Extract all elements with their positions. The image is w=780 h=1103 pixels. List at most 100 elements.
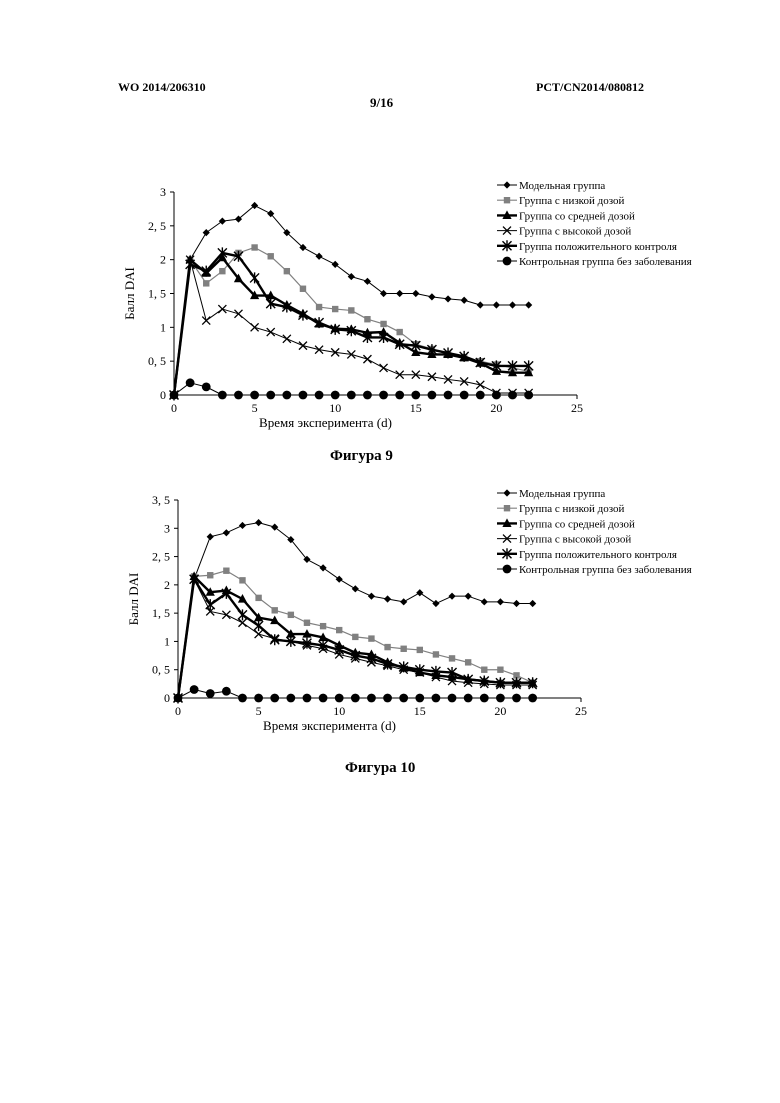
y-tick-label: 0 [160, 388, 166, 402]
patent-number: WO 2014/206310 [118, 80, 206, 95]
data-point [283, 335, 291, 343]
data-point [267, 328, 275, 336]
data-point [186, 378, 195, 387]
series-square [171, 244, 532, 398]
data-point [300, 286, 306, 292]
legend-label: Группа со средней дозой [519, 210, 635, 222]
data-point [222, 611, 230, 619]
series-line [174, 247, 529, 395]
data-point [336, 576, 343, 583]
data-point [270, 694, 279, 703]
legend-label: Контрольная группа без заболевания [519, 564, 692, 576]
data-point [218, 391, 227, 400]
data-point [477, 301, 484, 308]
legend-entry: Группа с высокой дозой [497, 226, 631, 238]
data-point [400, 646, 406, 652]
data-point [400, 598, 407, 605]
legend-entry: Группа с низкой дозой [497, 195, 624, 207]
y-tick-label: 3, 5 [152, 493, 170, 507]
series-line [178, 523, 533, 698]
data-point [282, 391, 291, 400]
data-point [492, 391, 501, 400]
data-point [335, 694, 344, 703]
figure-10-chart: 00, 511, 522, 533, 50510152025Время эксп… [0, 480, 780, 790]
application-number: PCT/CN2014/080812 [536, 80, 644, 95]
y-tick-label: 2, 5 [148, 219, 166, 233]
x-tick-label: 10 [329, 401, 341, 415]
data-point [266, 391, 275, 400]
data-point [331, 391, 340, 400]
data-point [286, 694, 295, 703]
data-point [284, 268, 290, 274]
data-point [254, 694, 263, 703]
data-point [202, 317, 210, 325]
y-tick-label: 0, 5 [148, 354, 166, 368]
data-point [363, 355, 371, 363]
x-tick-label: 10 [333, 704, 345, 718]
data-point [268, 253, 274, 259]
y-tick-label: 2 [164, 578, 170, 592]
legend-entry: Модельная группа [497, 180, 605, 192]
data-point [465, 659, 471, 665]
data-point [481, 598, 488, 605]
data-point [254, 620, 263, 631]
y-tick-label: 1 [164, 634, 170, 648]
x-tick-label: 0 [171, 401, 177, 415]
legend-entry: Контрольная группа без заболевания [497, 564, 692, 576]
data-point [207, 572, 213, 578]
y-tick-label: 0, 5 [152, 663, 170, 677]
data-point [465, 593, 472, 600]
data-point [513, 600, 520, 607]
data-point [218, 305, 226, 313]
x-tick-label: 15 [414, 704, 426, 718]
data-point [320, 623, 326, 629]
data-point [251, 323, 259, 331]
data-point [363, 391, 372, 400]
data-point [315, 391, 324, 400]
x-tick-label: 15 [410, 401, 422, 415]
data-point [351, 694, 360, 703]
data-point [239, 522, 246, 529]
legend-entry: Группа со средней дозой [497, 210, 635, 222]
y-tick-label: 3 [160, 185, 166, 199]
data-point [460, 391, 469, 400]
figure-caption: Фигура 10 [345, 760, 415, 776]
legend-label: Группа с низкой дозой [519, 195, 624, 207]
y-axis-label: Балл DAI [126, 573, 141, 626]
legend-label: Группа с низкой дозой [519, 503, 624, 515]
legend-entry: Группа положительного контроля [497, 548, 677, 561]
x-tick-label: 25 [575, 704, 587, 718]
series-diamond [174, 519, 536, 702]
data-point [352, 634, 358, 640]
data-point [416, 589, 423, 596]
data-point [347, 391, 356, 400]
data-point [433, 651, 439, 657]
legend-marker [503, 257, 512, 266]
data-point [383, 694, 392, 703]
data-point [396, 329, 402, 335]
data-point [203, 229, 210, 236]
data-point [255, 630, 263, 638]
data-point [497, 667, 503, 673]
data-point [464, 694, 473, 703]
data-point [207, 533, 214, 540]
data-point [368, 593, 375, 600]
y-tick-label: 1 [160, 320, 166, 334]
data-point [512, 694, 521, 703]
legend-label: Модельная группа [519, 488, 605, 500]
data-point [525, 301, 532, 308]
y-tick-label: 1, 5 [152, 606, 170, 620]
data-point [239, 577, 245, 583]
legend-marker [503, 489, 510, 496]
data-point [384, 644, 390, 650]
x-tick-label: 20 [490, 401, 502, 415]
data-point [448, 593, 455, 600]
legend-label: Группа положительного контроля [519, 241, 677, 253]
data-point [316, 304, 322, 310]
figure-caption: Фигура 9 [330, 448, 393, 464]
legend-label: Контрольная группа без заболевания [519, 256, 692, 268]
legend-label: Группа положительного контроля [519, 549, 677, 561]
y-axis-label: Балл DAI [122, 267, 137, 320]
y-tick-label: 3 [164, 521, 170, 535]
data-point [299, 391, 308, 400]
